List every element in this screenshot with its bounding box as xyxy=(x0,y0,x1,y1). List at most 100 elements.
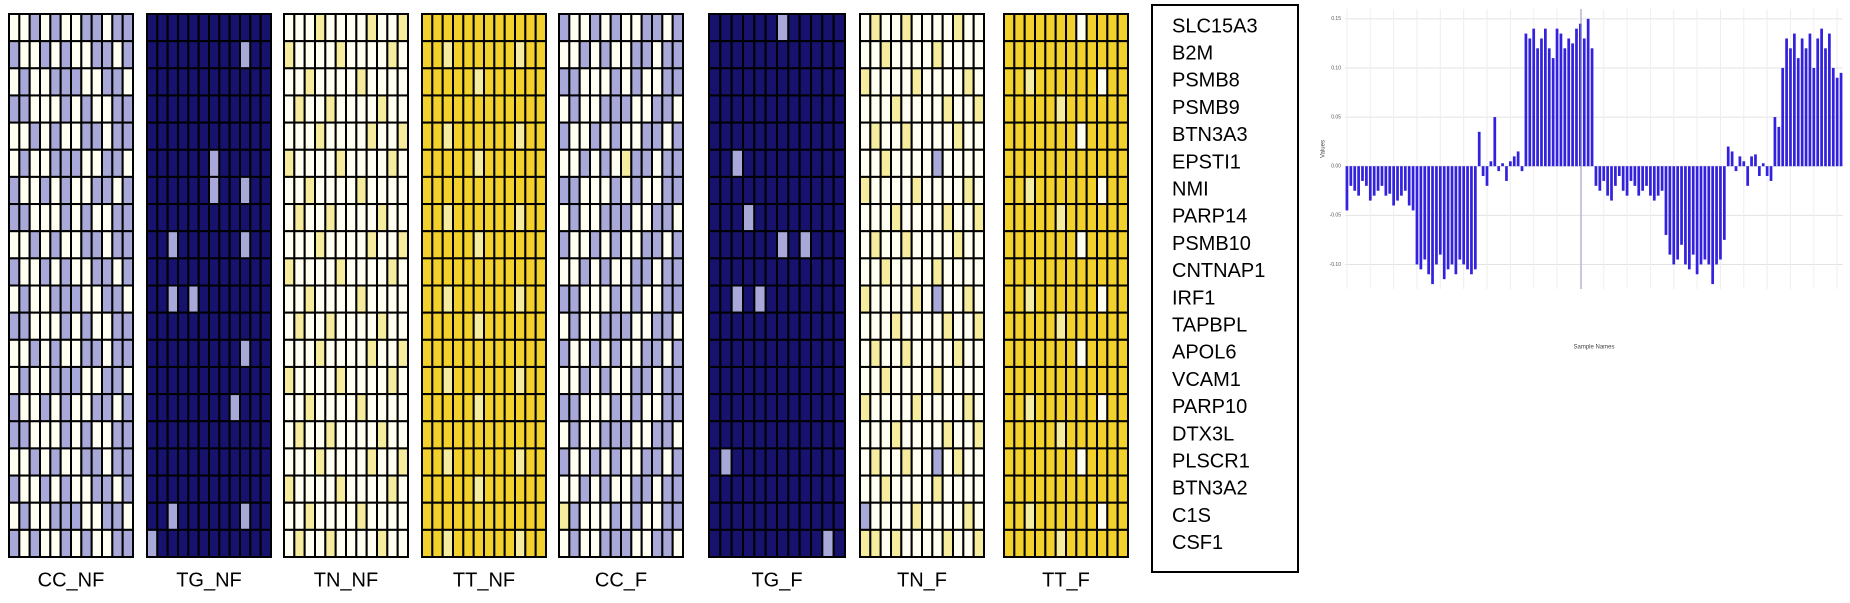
heatmap-cell xyxy=(910,67,924,97)
heatmap-cell xyxy=(1034,420,1047,450)
bar xyxy=(1497,166,1501,172)
heatmap-cell xyxy=(1023,528,1036,558)
heatmap-cell xyxy=(921,148,934,178)
heatmap-cell xyxy=(90,230,103,260)
heatmap-cell xyxy=(859,501,872,531)
heatmap-cell xyxy=(218,311,231,341)
heatmap-cell xyxy=(578,420,592,450)
heatmap-cell xyxy=(910,257,924,287)
heatmap-cell xyxy=(1034,94,1047,124)
heatmap-cell xyxy=(18,230,31,260)
heatmap-cell xyxy=(39,230,52,260)
heatmap-cell xyxy=(197,94,211,124)
heatmap-cell xyxy=(462,528,475,558)
heatmap-cell xyxy=(334,148,347,178)
heatmap-cell xyxy=(503,230,516,260)
heatmap-cell xyxy=(568,528,581,558)
heatmap-cell xyxy=(345,311,358,341)
heatmap-cell xyxy=(764,420,779,450)
heatmap-cell xyxy=(962,203,975,233)
bar xyxy=(1477,131,1481,167)
heatmap-cell xyxy=(1034,474,1047,504)
heatmap-cell xyxy=(431,311,444,341)
heatmap-cell xyxy=(1075,40,1088,70)
heatmap-cell xyxy=(1013,393,1026,423)
heatmap-cell xyxy=(578,67,592,97)
heatmap-cell xyxy=(1044,175,1057,206)
heatmap-cell xyxy=(753,447,767,477)
heatmap-cell xyxy=(1023,311,1036,341)
panel-label: TT_NF xyxy=(453,569,515,591)
heatmap-cell xyxy=(462,121,475,151)
heatmap-cell xyxy=(931,393,944,423)
heatmap-cell xyxy=(1116,67,1129,97)
heatmap-cell xyxy=(18,338,31,368)
heatmap-cell xyxy=(514,338,527,368)
heatmap-cell xyxy=(972,474,986,504)
heatmap-cell xyxy=(1106,528,1119,558)
heatmap-cell xyxy=(630,474,643,504)
heatmap-cell xyxy=(111,420,124,450)
heatmap-cell xyxy=(28,528,41,558)
bar xyxy=(1652,166,1656,201)
heatmap-cell xyxy=(493,148,506,178)
heatmap-cell xyxy=(719,175,733,206)
gene-label: BTN3A2 xyxy=(1172,478,1248,500)
heatmap-cell xyxy=(640,148,654,178)
heatmap-cell xyxy=(386,338,399,368)
heatmap-cell xyxy=(166,175,180,206)
heatmap-cell xyxy=(952,230,965,260)
bar xyxy=(1571,43,1574,167)
heatmap-cell xyxy=(218,393,231,423)
heatmap-cell xyxy=(910,420,924,450)
heatmap-cell xyxy=(441,474,454,504)
heatmap-cell xyxy=(49,13,62,43)
heatmap-cell xyxy=(962,528,975,558)
heatmap-cell xyxy=(941,94,955,124)
bar xyxy=(1812,67,1816,167)
heatmap-cell xyxy=(1065,338,1078,368)
heatmap-cell xyxy=(1023,13,1036,43)
heatmap-cell xyxy=(534,121,548,151)
gene-label: PARP14 xyxy=(1172,206,1247,228)
heatmap-cell xyxy=(890,40,903,70)
heatmap-cell xyxy=(719,311,733,341)
heatmap-cell xyxy=(493,67,506,97)
heatmap-cell xyxy=(345,365,358,396)
heatmap-cell xyxy=(421,284,434,314)
heatmap-cell xyxy=(708,501,722,531)
heatmap-cell xyxy=(1003,284,1016,314)
heatmap-cell xyxy=(345,121,358,151)
heatmap-cell xyxy=(671,365,685,396)
heatmap-cell xyxy=(228,501,242,531)
heatmap-cell xyxy=(589,203,602,233)
heatmap-cell xyxy=(742,365,756,396)
heatmap-cell xyxy=(187,365,200,396)
heatmap-cell xyxy=(859,420,872,450)
heatmap-cell xyxy=(259,175,272,206)
gene-label: PSMB8 xyxy=(1172,70,1240,92)
bar xyxy=(1403,166,1407,191)
heatmap-cell xyxy=(972,284,986,314)
heatmap-cell xyxy=(80,420,93,450)
heatmap-cell xyxy=(376,474,389,504)
heatmap-cell xyxy=(483,175,496,206)
heatmap-cell xyxy=(879,311,893,341)
heatmap-cell xyxy=(18,501,31,531)
heatmap-cell xyxy=(1096,40,1109,70)
heatmap-cell xyxy=(1065,148,1078,178)
heatmap-cell xyxy=(146,175,159,206)
heatmap-cell xyxy=(1065,40,1078,70)
heatmap-cell xyxy=(810,203,824,233)
heatmap-cell xyxy=(776,40,790,70)
heatmap-cell xyxy=(1075,121,1088,151)
heatmap-cell xyxy=(365,501,378,531)
heatmap-cell xyxy=(787,284,801,314)
heatmap-cell xyxy=(787,121,801,151)
heatmap-cell xyxy=(921,67,934,97)
heatmap-cell xyxy=(376,230,389,260)
heatmap-cell xyxy=(156,501,169,531)
heatmap-cell xyxy=(121,501,134,531)
heatmap-cell xyxy=(810,338,824,368)
heatmap-cell xyxy=(708,94,722,124)
